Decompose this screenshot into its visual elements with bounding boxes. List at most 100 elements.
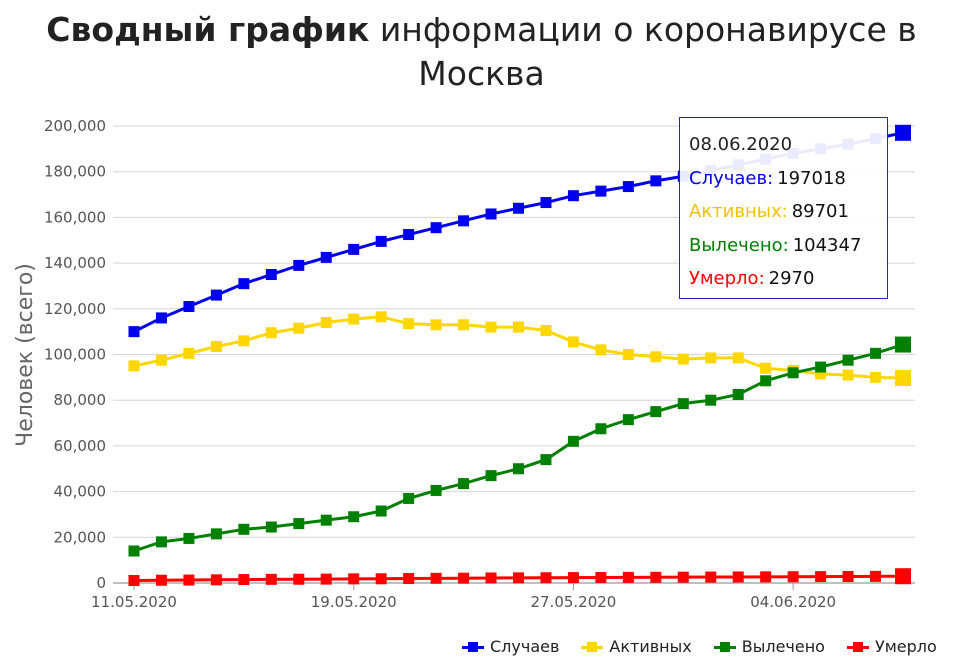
y-tick-label: 120,000 bbox=[44, 300, 106, 318]
data-point bbox=[375, 573, 387, 585]
legend-label: Вылечено bbox=[741, 637, 825, 656]
data-point bbox=[732, 388, 744, 400]
tooltip-label: Активных: bbox=[689, 201, 788, 222]
data-point bbox=[320, 251, 332, 263]
data-point bbox=[403, 229, 415, 241]
x-tick-label: 11.05.2020 bbox=[91, 593, 177, 611]
grid-lines bbox=[113, 125, 915, 584]
data-point bbox=[458, 572, 470, 584]
data-point bbox=[183, 301, 195, 313]
data-point bbox=[238, 278, 250, 290]
series-4 bbox=[128, 568, 911, 586]
data-point bbox=[842, 570, 854, 582]
data-point bbox=[210, 528, 222, 540]
data-point bbox=[650, 351, 662, 363]
data-point bbox=[403, 492, 415, 504]
data-point bbox=[513, 463, 524, 475]
data-point bbox=[430, 319, 442, 331]
data-point bbox=[183, 347, 195, 359]
data-point bbox=[320, 317, 332, 329]
y-axis-ticks: 0 20,000 40,000 60,000 80,000 100,000 120,000 1… bbox=[44, 117, 106, 592]
y-tick-label: 60,000 bbox=[54, 437, 107, 455]
data-point bbox=[595, 423, 607, 435]
tooltip-row-cases: Случаев: 197018 bbox=[689, 162, 887, 196]
data-point bbox=[128, 360, 140, 372]
tooltip-row-active: Активных: 89701 bbox=[689, 195, 887, 229]
data-point bbox=[485, 470, 497, 482]
legend-item-active[interactable]: Активных bbox=[581, 637, 692, 656]
data-point bbox=[293, 573, 305, 585]
data-point bbox=[677, 353, 689, 365]
data-point bbox=[677, 398, 689, 410]
data-point bbox=[348, 573, 360, 585]
data-point bbox=[895, 370, 911, 387]
data-point bbox=[375, 311, 387, 323]
data-point bbox=[210, 289, 222, 301]
data-point bbox=[540, 572, 552, 584]
data-point bbox=[870, 371, 882, 383]
data-point bbox=[815, 361, 827, 373]
legend-item-deaths[interactable]: Умерло bbox=[846, 637, 937, 656]
y-tick-label: 140,000 bbox=[44, 254, 106, 272]
data-point bbox=[760, 362, 772, 374]
tooltip-value: 197018 bbox=[777, 167, 846, 189]
data-point bbox=[155, 536, 167, 548]
y-tick-label: 180,000 bbox=[44, 163, 106, 181]
data-point bbox=[622, 349, 634, 360]
legend-marker bbox=[846, 641, 869, 653]
data-point bbox=[595, 344, 607, 356]
data-point bbox=[842, 369, 854, 381]
data-point bbox=[348, 511, 360, 523]
data-point bbox=[540, 454, 552, 466]
data-point bbox=[375, 235, 387, 247]
data-point bbox=[265, 573, 277, 585]
data-point bbox=[787, 571, 799, 583]
tooltip-label: Вылечено: bbox=[689, 234, 789, 256]
data-point bbox=[677, 571, 689, 583]
data-point bbox=[320, 514, 332, 526]
data-point bbox=[870, 570, 882, 582]
data-point bbox=[320, 573, 332, 585]
data-point bbox=[183, 574, 195, 586]
data-point bbox=[540, 325, 552, 337]
data-point bbox=[485, 208, 497, 220]
tooltip-label: Случаев: bbox=[689, 167, 774, 189]
data-point bbox=[128, 574, 140, 586]
data-point bbox=[567, 190, 579, 202]
data-point bbox=[650, 175, 662, 187]
data-point bbox=[732, 352, 744, 364]
data-point bbox=[540, 197, 552, 209]
data-point bbox=[650, 406, 662, 418]
data-point bbox=[650, 571, 662, 583]
legend-label: Умерло bbox=[874, 637, 937, 656]
tooltip-value: 104347 bbox=[792, 234, 862, 256]
data-point bbox=[760, 375, 772, 387]
y-tick-label: 20,000 bbox=[54, 528, 107, 546]
data-point bbox=[458, 478, 470, 490]
data-point bbox=[513, 202, 524, 214]
data-point bbox=[622, 414, 634, 426]
data-point bbox=[403, 573, 415, 585]
data-point bbox=[513, 572, 524, 584]
x-tick-label: 27.05.2020 bbox=[530, 593, 616, 611]
x-tick-label: 19.05.2020 bbox=[311, 593, 397, 611]
y-tick-label: 200,000 bbox=[44, 117, 106, 135]
data-point bbox=[622, 181, 634, 193]
legend-item-recovered[interactable]: Вылечено bbox=[713, 637, 825, 656]
data-point bbox=[128, 326, 140, 338]
data-point bbox=[595, 572, 607, 584]
data-point bbox=[183, 532, 195, 544]
data-point bbox=[870, 347, 882, 359]
tooltip-label: Умерло: bbox=[689, 268, 765, 289]
legend-item-cases[interactable]: Случаев bbox=[462, 637, 559, 656]
data-point bbox=[238, 574, 250, 586]
data-point bbox=[513, 321, 524, 333]
tooltip-value: 2970 bbox=[768, 268, 815, 289]
data-point bbox=[458, 215, 470, 227]
chart-title: Сводный график информации о коронавирусе… bbox=[0, 8, 963, 96]
data-point bbox=[567, 572, 579, 584]
data-point bbox=[210, 574, 222, 586]
data-point bbox=[128, 545, 140, 557]
data-point bbox=[403, 318, 415, 330]
data-point bbox=[567, 336, 579, 348]
